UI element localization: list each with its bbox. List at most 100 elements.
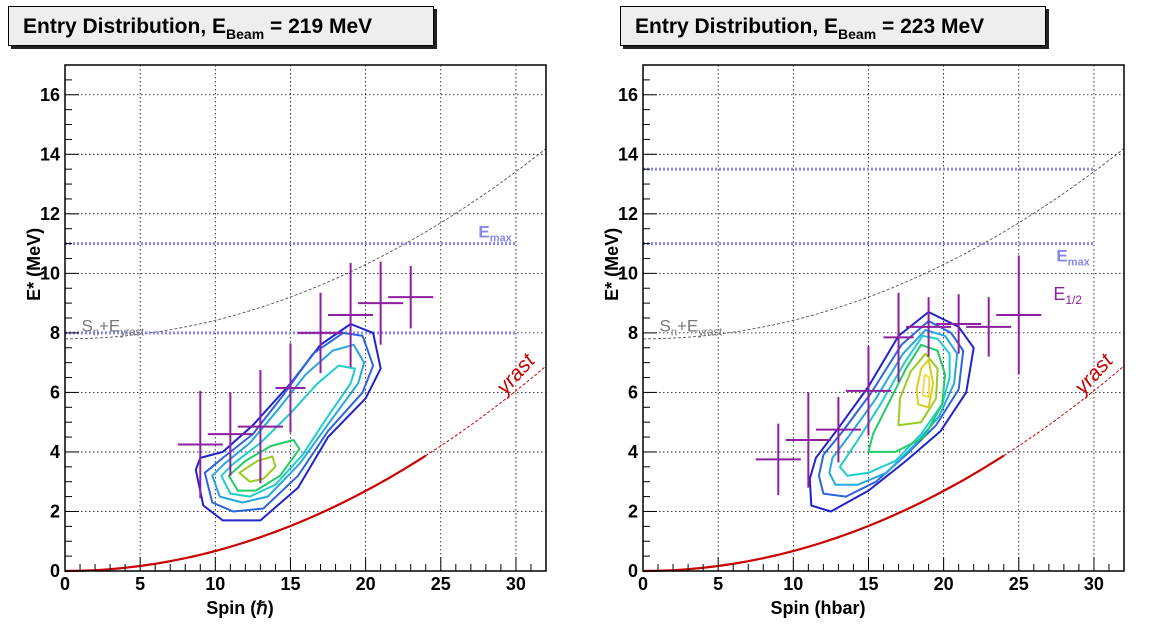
e-half-label: E1/2 xyxy=(1053,284,1082,307)
x-tick-label: 0 xyxy=(60,574,70,594)
y-tick-label: 4 xyxy=(628,442,638,462)
entry-point xyxy=(845,346,892,436)
y-tick-label: 12 xyxy=(40,204,60,224)
y-tick-label: 14 xyxy=(40,144,60,164)
y-tick-label: 14 xyxy=(618,144,638,164)
title-suffix: = 219 MeV xyxy=(264,15,373,38)
x-tick-label: 20 xyxy=(356,574,376,594)
title-sub: Beam xyxy=(838,26,877,42)
emax-sub: max xyxy=(490,233,513,245)
x-tick-label: 30 xyxy=(1084,574,1104,594)
entry-point xyxy=(785,392,831,488)
x-tick-label: 10 xyxy=(783,574,803,594)
y-tick-label: 16 xyxy=(40,85,60,105)
entry-point xyxy=(388,265,434,329)
sn-mid: +E xyxy=(99,316,120,335)
entry-point xyxy=(297,292,344,374)
contour-level-2 xyxy=(817,320,965,498)
x-tick-label: 5 xyxy=(713,574,723,594)
sn-mid: +E xyxy=(677,316,698,335)
chart-panel-left: 0 5 10 15 20 25 30 0 2 4 6 8 10 12 14 16 Spin (ℏ) E* (MeV… xyxy=(0,0,577,626)
contour-level-1 xyxy=(194,323,382,522)
contour-level-1 xyxy=(808,311,975,513)
x-tick-label: 30 xyxy=(506,574,526,594)
entry-point xyxy=(237,370,283,484)
emax-label: Emax xyxy=(478,223,512,245)
entry-point xyxy=(358,261,404,345)
y-tick-label: 10 xyxy=(40,263,60,283)
y-axis-label: E* (MeV) xyxy=(602,228,622,301)
y-tick-label: 16 xyxy=(618,85,638,105)
sn-yrast-label: Sn+Eyrast xyxy=(82,316,145,338)
x-tick-label: 25 xyxy=(431,574,451,594)
contour-level-8 xyxy=(921,373,931,398)
y-tick-label: 0 xyxy=(628,561,638,581)
y-axis-label: E* (MeV) xyxy=(24,228,44,301)
entry-point xyxy=(996,255,1042,375)
plot-area xyxy=(65,65,546,571)
sn-label: S xyxy=(660,316,671,335)
contour-level-4 xyxy=(220,364,357,498)
contour-level-2 xyxy=(203,331,375,513)
contour-level-5 xyxy=(227,439,301,492)
x-axis-label: Spin (hbar) xyxy=(771,598,866,618)
entry-point xyxy=(755,423,801,496)
x-tick-label: 10 xyxy=(205,574,225,594)
y-tick-label: 0 xyxy=(50,561,60,581)
x-tick-label: 25 xyxy=(1009,574,1029,594)
emax-letter: E xyxy=(478,223,489,242)
entry-point xyxy=(815,396,861,463)
e-half-sub: 1/2 xyxy=(1065,293,1082,307)
entry-point xyxy=(207,392,253,476)
x-tick-label: 15 xyxy=(858,574,878,594)
sn-sub: n xyxy=(671,326,677,338)
contour-level-4 xyxy=(838,334,951,477)
entry-point xyxy=(177,390,223,499)
sn-sub2: yrast xyxy=(120,326,144,338)
x-tick-label: 0 xyxy=(638,574,648,594)
sn-sub2: yrast xyxy=(698,326,722,338)
title-prefix: Entry Distribution, E xyxy=(635,15,839,38)
entry-point xyxy=(328,262,374,368)
title-sub: Beam xyxy=(226,26,265,42)
y-tick-label: 8 xyxy=(628,323,638,343)
chart-right: 0 5 10 15 20 25 30 0 2 4 6 8 10 12 14 16 Spin (hbar) E* (… xyxy=(602,64,1125,618)
sn-yrast-curve xyxy=(643,148,1125,340)
x-tick-label: 15 xyxy=(280,574,300,594)
x-tick-label: 5 xyxy=(135,574,145,594)
entry-point xyxy=(883,292,914,382)
e-half-letter: E xyxy=(1053,284,1065,304)
y-tick-label: 6 xyxy=(628,382,638,402)
y-tick-label: 2 xyxy=(628,501,638,521)
y-tick-label: 12 xyxy=(618,204,638,224)
plot-area xyxy=(643,65,1124,571)
emax-letter: E xyxy=(1056,246,1067,265)
contour-level-5 xyxy=(867,343,947,453)
emax-label: Emax xyxy=(1056,246,1090,268)
y-tick-label: 6 xyxy=(50,382,60,402)
contour-level-3 xyxy=(828,328,959,486)
entry-point xyxy=(966,297,1012,357)
y-tick-label: 4 xyxy=(50,442,60,462)
contour-level-7 xyxy=(915,358,935,409)
chart-panel-right: 0 5 10 15 20 25 30 0 2 4 6 8 10 12 14 16 Spin (hbar) E* (… xyxy=(578,0,1155,626)
contour-level-6 xyxy=(238,455,277,483)
x-axis-label: Spin (ℏ) xyxy=(206,598,273,618)
entry-point xyxy=(275,343,306,433)
emax-sub: max xyxy=(1068,256,1091,268)
entry-point xyxy=(906,297,952,357)
entry-point xyxy=(936,294,982,354)
title-prefix: Entry Distribution, E xyxy=(23,15,227,38)
sn-label: S xyxy=(82,316,93,335)
chart-title-right: Entry Distribution, EBeam = 223 MeV xyxy=(620,6,1046,46)
contour-level-6 xyxy=(897,352,939,427)
x-tick-label: 20 xyxy=(934,574,954,594)
sn-sub: n xyxy=(93,326,99,338)
y-tick-label: 2 xyxy=(50,501,60,521)
sn-yrast-label: Sn+Eyrast xyxy=(660,316,723,338)
y-tick-label: 10 xyxy=(618,263,638,283)
title-suffix: = 223 MeV xyxy=(876,15,985,38)
chart-title-left: Entry Distribution, EBeam = 219 MeV xyxy=(8,6,434,46)
chart-left: 0 5 10 15 20 25 30 0 2 4 6 8 10 12 14 16 Spin (ℏ) E* (MeV… xyxy=(24,64,547,618)
y-tick-label: 8 xyxy=(50,323,60,343)
